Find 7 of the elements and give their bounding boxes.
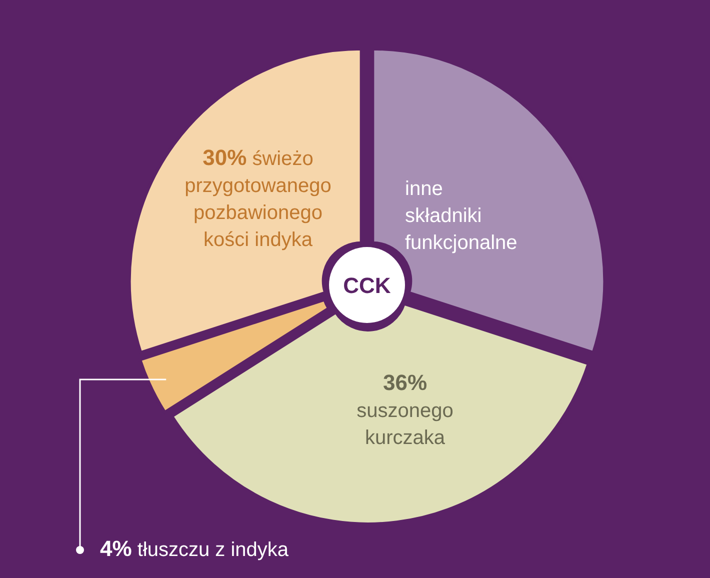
slice-label: tłuszczu z indyka (137, 539, 289, 561)
data-label: 30% (202, 145, 247, 170)
data-label: 36% (382, 370, 428, 395)
slice-label: suszonego kurczaka (356, 400, 454, 449)
text: CCK (343, 273, 391, 298)
slice-label: inne składniki funkcjonalne (405, 178, 518, 254)
data-label: 4% (100, 536, 132, 561)
